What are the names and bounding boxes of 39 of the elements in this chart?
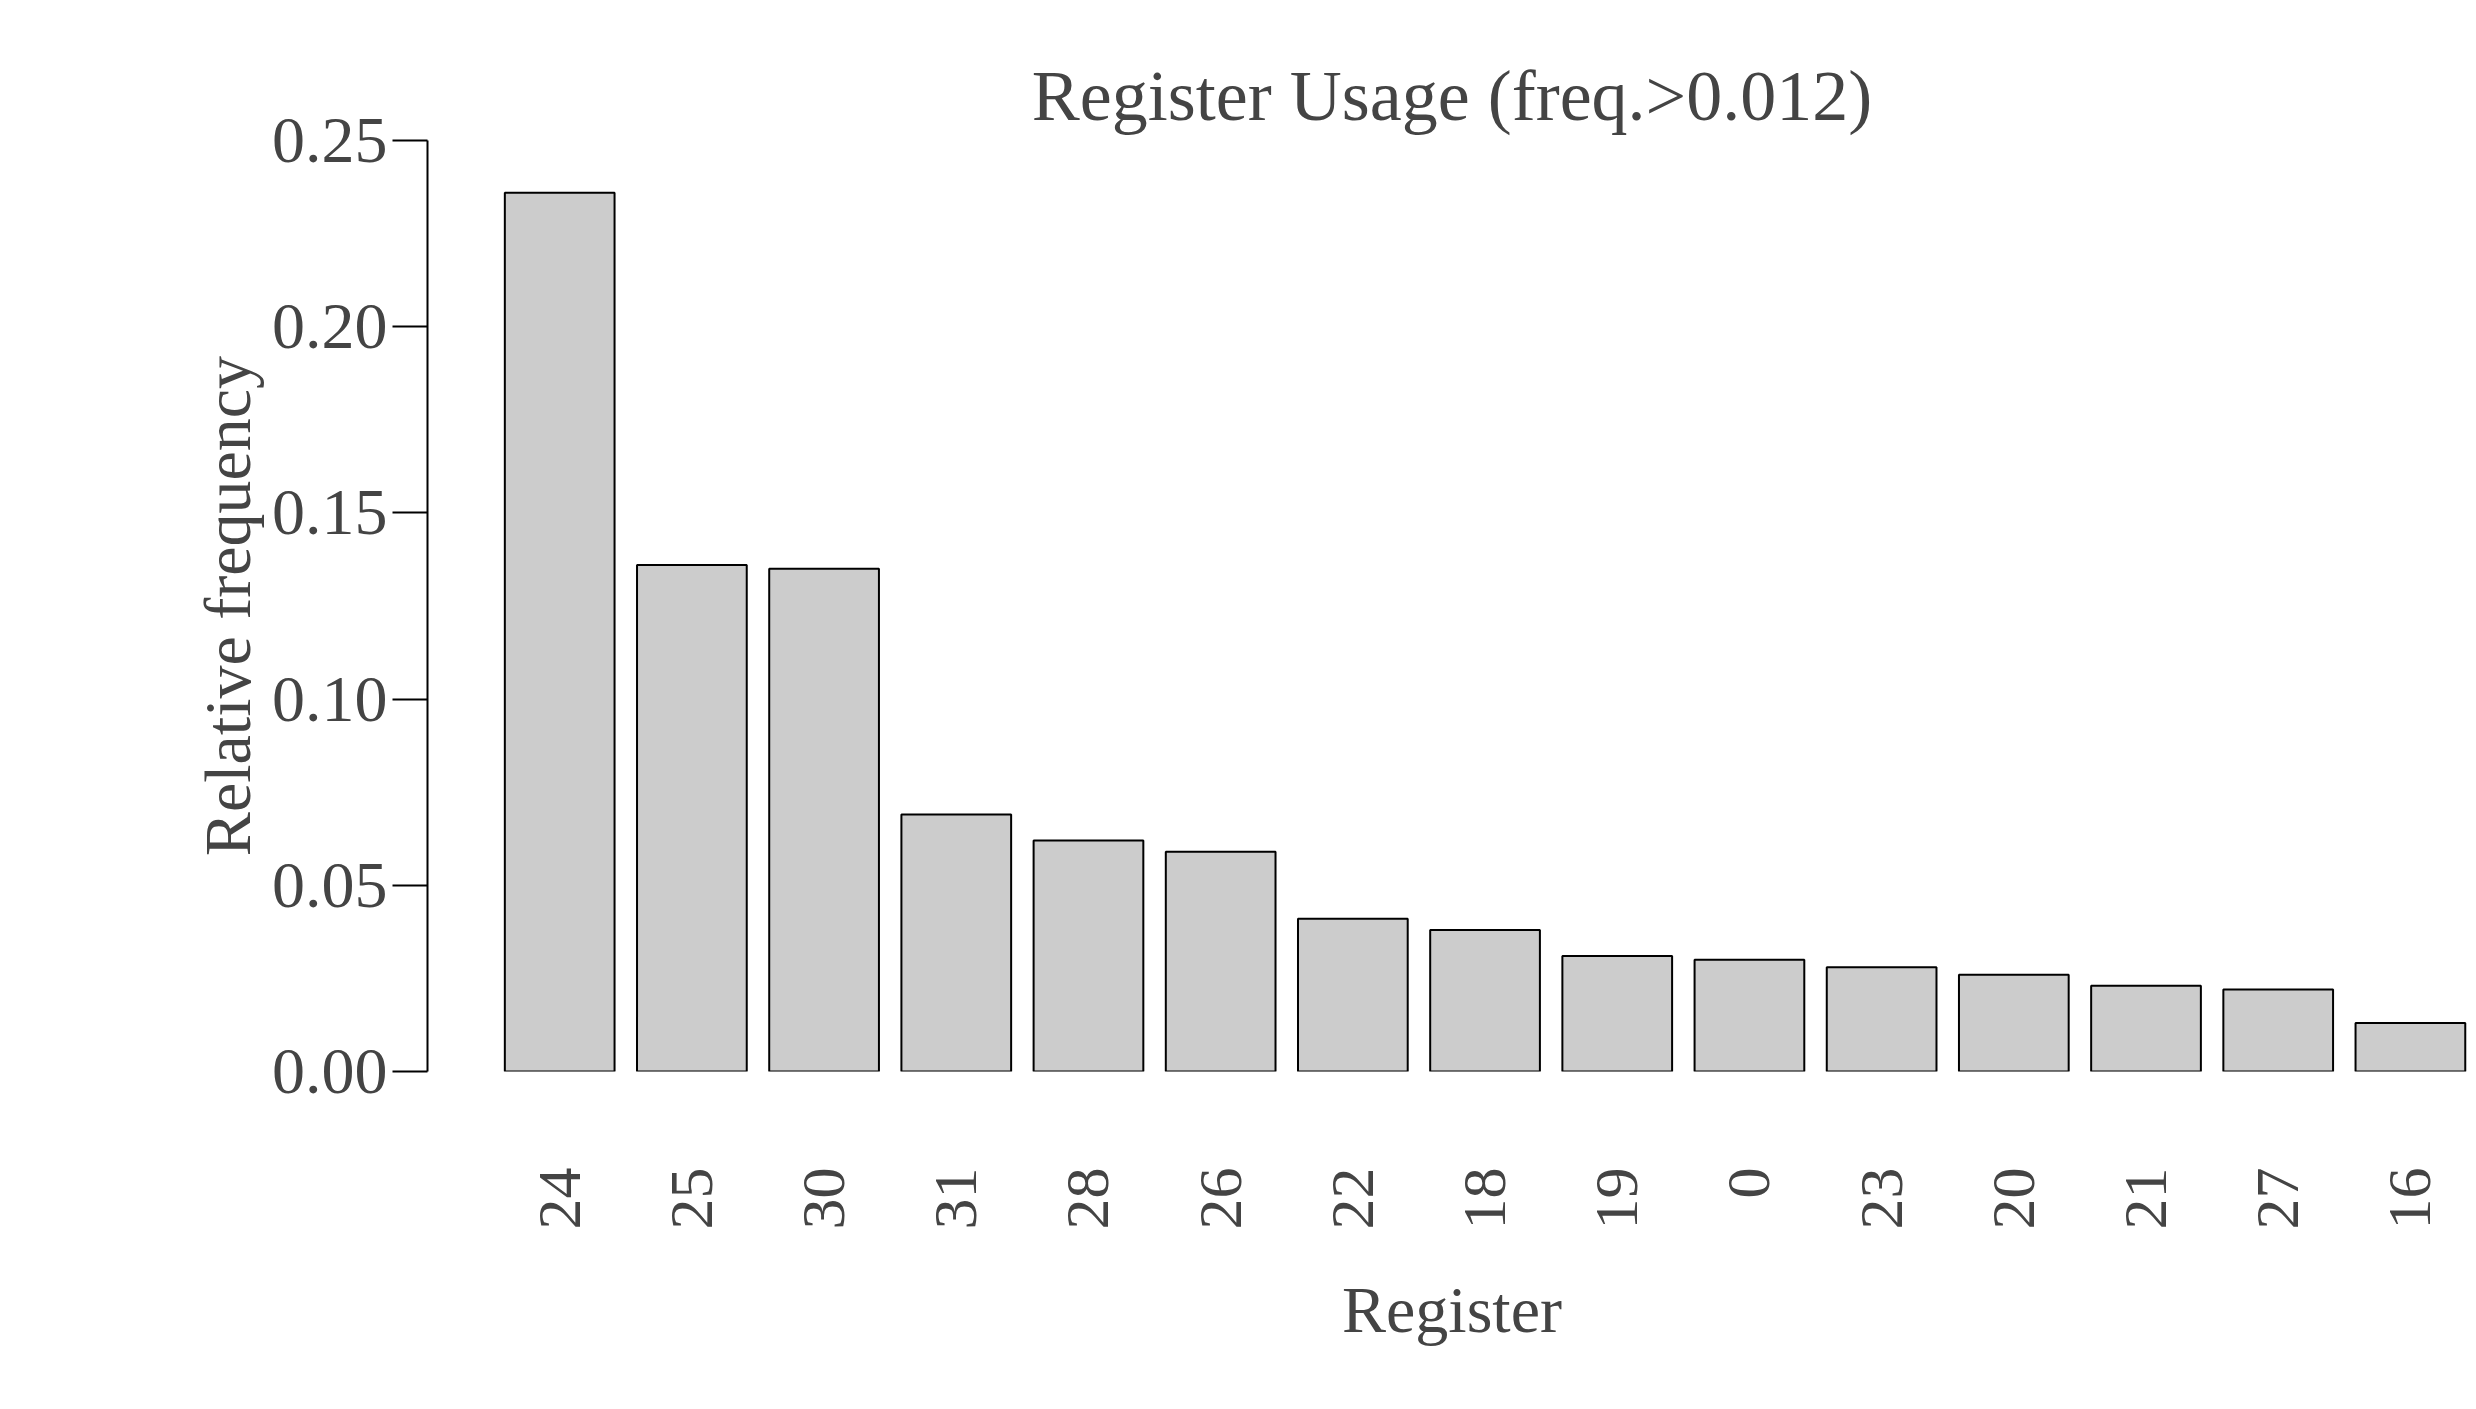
bar: [503, 191, 616, 1072]
x-tick-label: 27: [2243, 1167, 2312, 1230]
x-tick-label: 0: [1714, 1167, 1783, 1199]
y-tick-label: 0.20: [272, 289, 388, 363]
x-tick-label: 19: [1582, 1167, 1651, 1230]
bar: [2354, 1022, 2467, 1072]
x-tick-label: 18: [1450, 1167, 1519, 1230]
bar: [2222, 988, 2335, 1072]
bar: [1429, 928, 1541, 1072]
y-tick-label: 0.25: [272, 103, 388, 176]
x-tick-label: 22: [1317, 1167, 1386, 1230]
x-tick-label: 30: [789, 1167, 858, 1230]
x-tick-label: 26: [1185, 1167, 1254, 1230]
x-tick-label: 28: [1053, 1167, 1122, 1230]
bar: [1957, 973, 2070, 1072]
x-tick-label: 21: [2111, 1167, 2180, 1230]
x-tick-label: 16: [2375, 1167, 2444, 1230]
bar: [768, 567, 880, 1072]
bar: [900, 813, 1013, 1072]
bar: [1164, 850, 1277, 1072]
bar: [1825, 966, 1938, 1072]
x-tick-label: 31: [921, 1167, 990, 1230]
y-axis-title: Relative frequency: [191, 355, 264, 857]
x-tick-label: 24: [524, 1167, 593, 1230]
bar: [1296, 917, 1409, 1072]
x-tick-label: 25: [656, 1167, 725, 1230]
x-tick-label: 20: [1978, 1167, 2047, 1230]
bar: [1032, 839, 1145, 1072]
x-tick-label: 23: [1846, 1167, 1915, 1230]
bar: [2090, 984, 2202, 1072]
bar: [636, 564, 748, 1072]
y-tick-label: 0.10: [272, 661, 388, 735]
y-tick-label: 0.00: [272, 1034, 388, 1107]
bar: [1693, 958, 1806, 1072]
chart-title: Register Usage (freq.>0.012): [1031, 55, 1873, 136]
y-tick-label: 0.05: [272, 847, 388, 921]
bar: [1561, 955, 1674, 1072]
x-axis-title: Register: [1342, 1272, 1562, 1346]
y-tick-label: 0.15: [272, 475, 388, 549]
